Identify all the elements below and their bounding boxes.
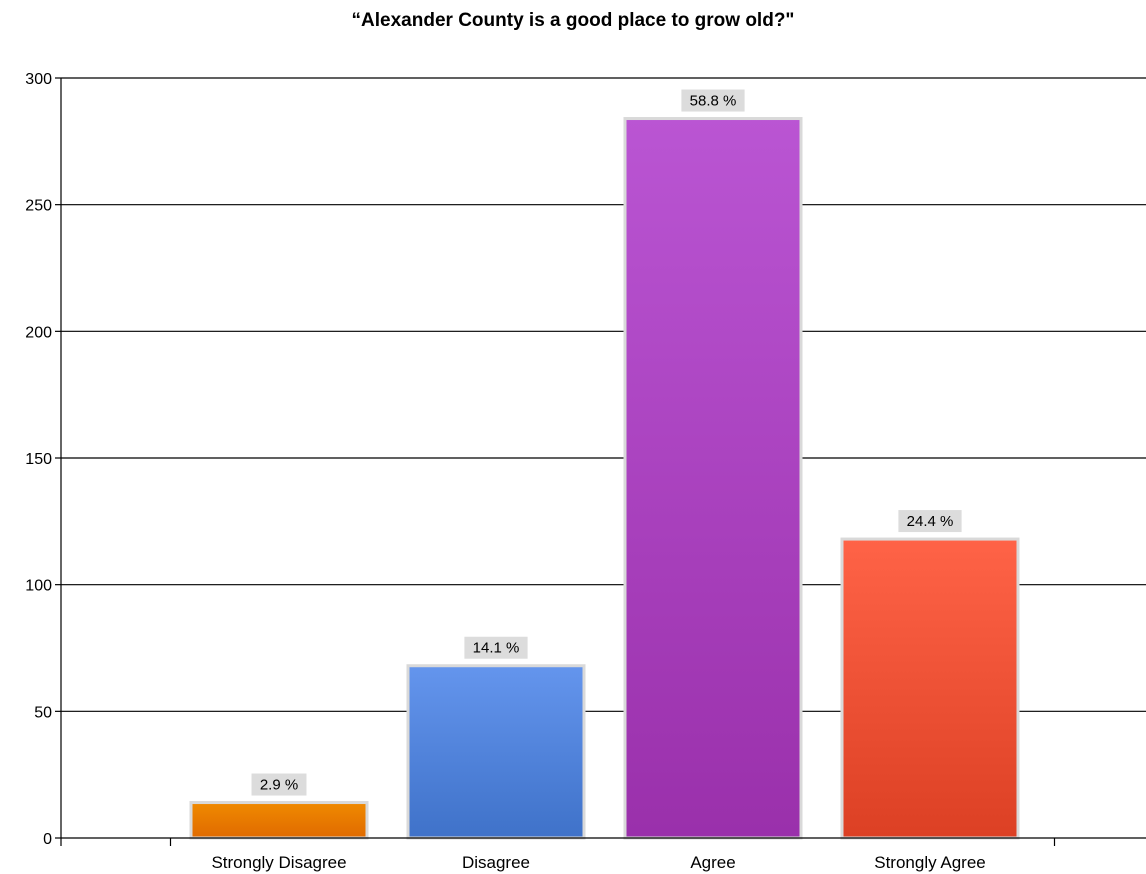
bar-strongly-agree [840,537,1020,840]
y-tick-label: 50 [34,704,52,721]
bar-disagree [406,664,586,840]
data-label-box [898,510,962,533]
bar-agree [623,117,803,840]
y-tick-label: 0 [43,831,52,848]
y-tick-label: 200 [25,324,52,341]
x-tick-label: Strongly Disagree [211,853,346,872]
data-label: 58.8 % [690,93,737,110]
data-label-box [681,89,745,112]
x-tick-label: Agree [690,853,735,872]
x-tick-label: Strongly Agree [874,853,986,872]
data-label-box [251,773,307,796]
y-tick-label: 100 [25,578,52,595]
data-label-box [464,636,528,659]
labels: 0 50 100 150 200 250 300 2.9 % Strongly Disagree… [25,71,985,872]
bars [189,117,1020,840]
y-tick-label: 250 [25,198,52,215]
y-tick-label: 150 [25,451,52,468]
data-label: 14.1 % [473,640,520,657]
bar-strongly-disagree [189,801,369,840]
y-tick-label: 300 [25,71,52,88]
x-tick-label: Disagree [462,853,530,872]
chart-title: “Alexander County is a good place to gro… [351,10,795,31]
axes [55,77,1146,846]
data-label: 24.4 % [907,513,954,530]
data-label: 2.9 % [260,777,298,794]
